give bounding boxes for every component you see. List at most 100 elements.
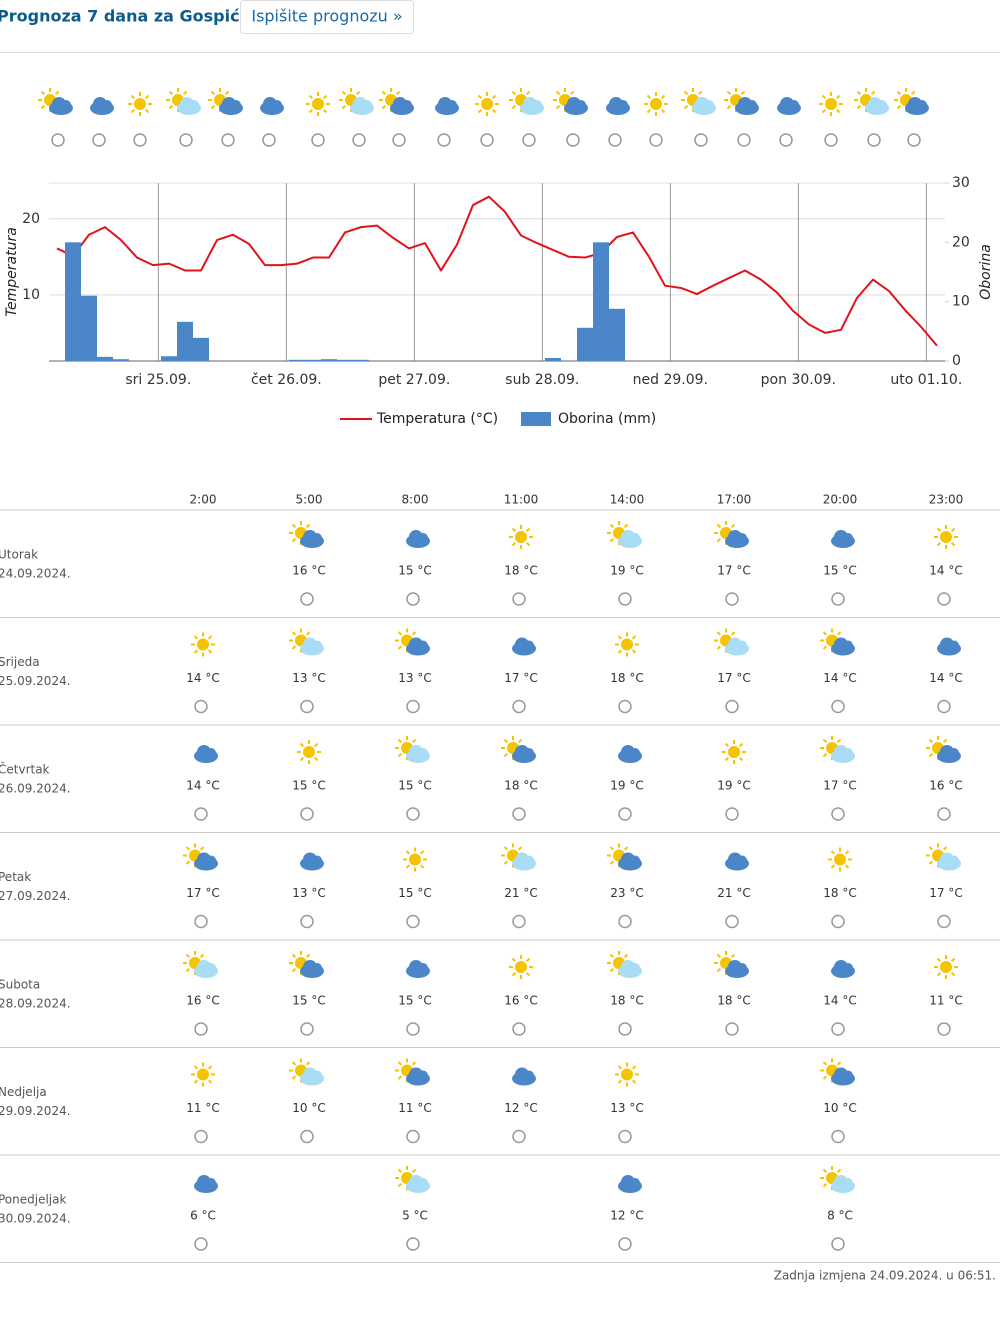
sun: [303, 746, 315, 758]
precip-bar: [593, 242, 609, 361]
cloud: [630, 533, 640, 543]
sun-ray: [730, 631, 736, 636]
sun-ray: [836, 1168, 842, 1174]
wind-icon: [831, 1237, 845, 1251]
sun-ray: [395, 90, 401, 96]
sun: [515, 531, 527, 543]
sun-ray: [503, 752, 509, 758]
wind-icon: [133, 133, 147, 147]
sun-ray: [609, 953, 615, 959]
temperature: 14 °C: [929, 671, 962, 685]
print-button-frame[interactable]: [240, 0, 414, 34]
sun-ray: [609, 523, 615, 529]
cloud: [630, 855, 640, 866]
sun: [650, 98, 662, 110]
temperature: 6 °C: [190, 1209, 216, 1223]
sun-ray: [928, 738, 934, 744]
cloud: [312, 855, 322, 866]
wind-icon: [867, 133, 881, 147]
sun-ray: [305, 631, 311, 636]
day-name: Utorak: [0, 548, 38, 562]
wind-icon: [194, 1022, 208, 1036]
wind-icon: [831, 699, 845, 714]
sun-ray: [397, 752, 403, 758]
temperature: 21 °C: [504, 886, 537, 900]
sun-ray: [341, 104, 347, 110]
day-name: Subota: [0, 978, 40, 992]
sun-ray: [207, 649, 213, 654]
wind-icon: [737, 133, 751, 147]
cloud: [206, 1178, 216, 1188]
time-header: 23:00: [929, 493, 964, 507]
sun-ray: [210, 90, 216, 96]
sun-ray: [193, 649, 199, 654]
sun-ray: [730, 953, 736, 959]
sun-ray: [405, 850, 411, 855]
precip-bar: [305, 359, 321, 361]
sun: [621, 638, 633, 651]
precip-bar: [113, 359, 129, 361]
temperature: 18 °C: [717, 994, 750, 1008]
cloud: [272, 100, 282, 110]
wind-icon: [824, 133, 838, 147]
sun-ray: [942, 846, 948, 851]
wind-icon: [300, 1022, 314, 1036]
sun-ray: [844, 864, 850, 869]
sun-ray: [631, 635, 637, 640]
sun-ray: [617, 1065, 623, 1070]
temperature: 15 °C: [398, 564, 431, 578]
sun-ray: [646, 94, 652, 100]
temperature: 11 °C: [398, 1101, 431, 1115]
sun-ray: [822, 631, 828, 636]
precip-bar: [321, 359, 337, 361]
sun-ray: [609, 846, 615, 851]
sun-ray: [291, 1061, 297, 1066]
temperature: 18 °C: [504, 779, 537, 793]
sun-ray: [511, 90, 517, 96]
print-button[interactable]: Ispišite prognozu »: [251, 7, 402, 26]
sun-ray: [291, 1075, 297, 1080]
sun-ray: [207, 1065, 213, 1070]
cloud: [576, 100, 586, 110]
temperature: 5 °C: [402, 1209, 428, 1223]
precip-bar: [97, 356, 113, 361]
sun-ray: [144, 108, 150, 114]
sun-ray: [836, 631, 842, 636]
x-tick-label: sub 28.09.: [505, 372, 579, 388]
y-tick-label: 20: [22, 211, 40, 227]
sun-ray: [660, 108, 666, 114]
sun-ray: [397, 1168, 403, 1174]
wind-icon: [512, 1022, 526, 1036]
sun-ray: [870, 90, 876, 96]
sun-ray: [716, 645, 722, 650]
cloud: [206, 748, 216, 758]
temperature: 15 °C: [292, 994, 325, 1008]
wind-icon: [618, 807, 632, 821]
wind-icon: [618, 914, 632, 929]
wind-icon: [725, 1022, 739, 1036]
day-name: Nedjelja: [0, 1085, 47, 1099]
wind-icon: [179, 133, 193, 147]
sun-ray: [322, 94, 328, 100]
temperature: 15 °C: [292, 779, 325, 793]
wind-icon: [937, 592, 951, 606]
temperature: 18 °C: [610, 994, 643, 1008]
sun-ray: [224, 90, 230, 96]
sun-ray: [411, 1168, 417, 1174]
cloud: [843, 1178, 853, 1188]
wind-icon: [221, 133, 235, 147]
temperature: 13 °C: [292, 886, 325, 900]
cloud: [949, 640, 959, 651]
sun-ray: [660, 94, 666, 100]
sun-ray: [936, 541, 942, 547]
temperature: 17 °C: [823, 779, 856, 793]
sun-ray: [168, 90, 174, 96]
sun-ray: [511, 541, 517, 547]
sun-ray: [856, 104, 862, 110]
cloud: [737, 855, 747, 866]
wind-icon: [694, 133, 708, 147]
legend-swatch: [521, 412, 551, 426]
sun-ray: [144, 94, 150, 100]
cloud: [231, 100, 241, 110]
sun-ray: [291, 645, 297, 650]
